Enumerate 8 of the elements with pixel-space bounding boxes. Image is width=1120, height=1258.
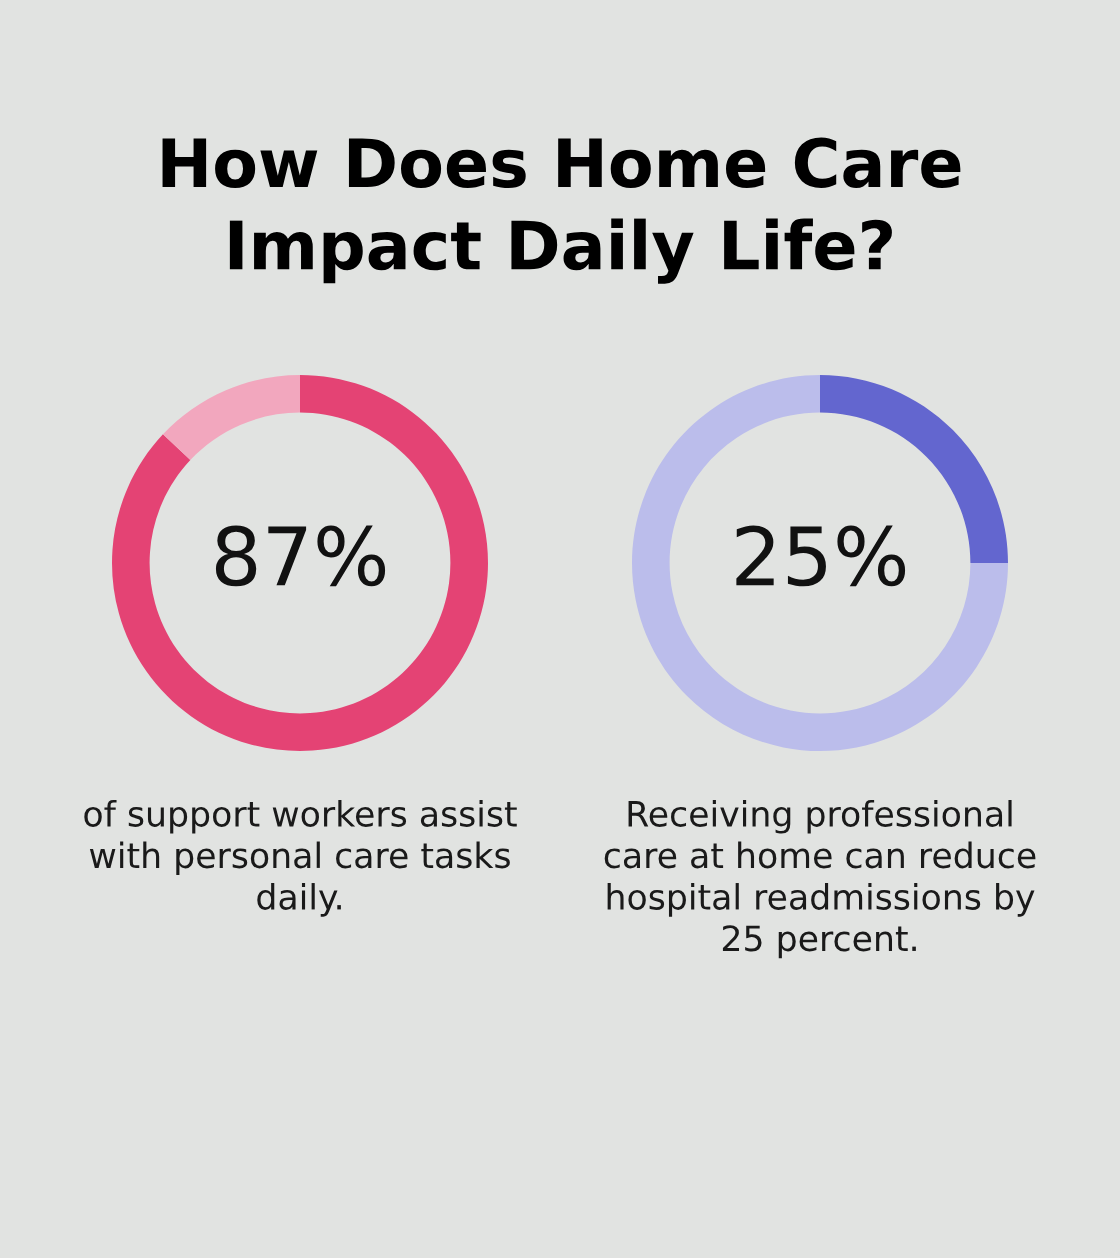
text: of support workers assist with personal care tasks daily. xyxy=(84,800,517,917)
data-label: 87% xyxy=(215,525,386,587)
donut-slice xyxy=(632,375,1008,751)
text: Receiving professional care at home can reduce hospital readmissions by 25 percent. xyxy=(604,800,1036,959)
data-label: 25% xyxy=(736,525,906,587)
donut-slice xyxy=(112,375,488,751)
chart-title: How Does Home Care Impact Daily Life? xyxy=(162,137,961,284)
donut-slice xyxy=(162,375,300,461)
